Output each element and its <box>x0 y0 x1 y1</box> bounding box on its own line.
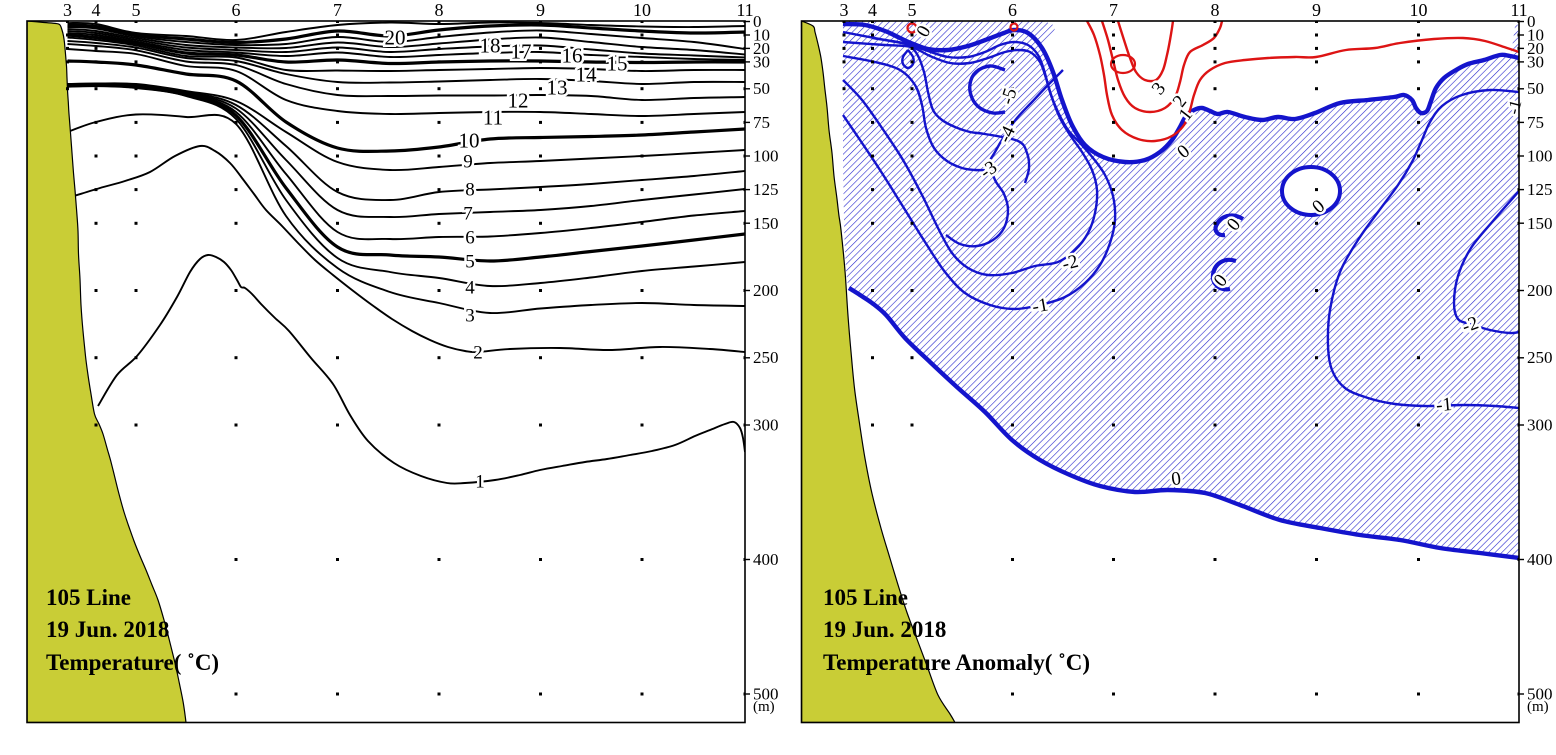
svg-text:30: 30 <box>1527 52 1544 71</box>
svg-text:12: 12 <box>508 88 529 112</box>
svg-text:9: 9 <box>463 152 473 173</box>
svg-text:8: 8 <box>435 0 444 20</box>
svg-text:11: 11 <box>1510 0 1527 20</box>
svg-text:18: 18 <box>480 33 501 57</box>
svg-text:4: 4 <box>465 278 475 299</box>
svg-text:14: 14 <box>576 62 598 86</box>
svg-text:100: 100 <box>1527 147 1553 166</box>
svg-text:75: 75 <box>753 113 770 132</box>
svg-text:105 Line: 105 Line <box>46 585 131 610</box>
svg-text:19 Jun. 2018: 19 Jun. 2018 <box>823 617 946 642</box>
svg-text:300: 300 <box>1527 416 1553 435</box>
svg-text:7: 7 <box>1109 0 1118 20</box>
svg-text:150: 150 <box>753 214 779 233</box>
svg-text:10: 10 <box>459 128 480 152</box>
svg-text:0: 0 <box>753 12 762 31</box>
svg-text:6: 6 <box>1008 0 1017 20</box>
svg-text:125: 125 <box>1527 180 1553 199</box>
svg-text:9: 9 <box>1312 0 1321 20</box>
svg-text:2: 2 <box>473 343 483 364</box>
svg-text:7: 7 <box>463 204 473 225</box>
svg-text:10: 10 <box>753 26 770 45</box>
svg-text:1: 1 <box>475 472 485 493</box>
svg-text:7: 7 <box>333 0 342 20</box>
svg-text:11: 11 <box>483 105 503 129</box>
svg-text:5: 5 <box>465 252 475 273</box>
svg-text:(m): (m) <box>1527 699 1549 715</box>
svg-text:300: 300 <box>753 416 779 435</box>
svg-text:50: 50 <box>753 79 770 98</box>
svg-text:11: 11 <box>736 0 753 20</box>
svg-text:3: 3 <box>63 0 72 20</box>
svg-text:3: 3 <box>465 306 475 327</box>
svg-text:20: 20 <box>385 25 406 49</box>
svg-text:5: 5 <box>908 0 917 20</box>
svg-text:6: 6 <box>232 0 241 20</box>
svg-text:17: 17 <box>511 39 532 63</box>
svg-text:20: 20 <box>753 39 770 58</box>
svg-text:200: 200 <box>753 281 779 300</box>
svg-text:Temperature( ˚C): Temperature( ˚C) <box>46 650 219 675</box>
svg-text:4: 4 <box>92 0 101 20</box>
svg-text:500: 500 <box>753 685 779 704</box>
svg-text:100: 100 <box>753 147 779 166</box>
svg-text:30: 30 <box>753 52 770 71</box>
svg-text:0: 0 <box>1527 12 1536 31</box>
svg-text:75: 75 <box>1527 113 1544 132</box>
svg-text:6: 6 <box>465 228 475 249</box>
svg-text:150: 150 <box>1527 214 1553 233</box>
svg-text:8: 8 <box>1211 0 1220 20</box>
svg-text:4: 4 <box>868 0 877 20</box>
svg-text:105 Line: 105 Line <box>823 585 908 610</box>
svg-text:400: 400 <box>753 550 779 569</box>
svg-text:10: 10 <box>1527 26 1544 45</box>
svg-text:9: 9 <box>536 0 545 20</box>
svg-text:125: 125 <box>753 180 779 199</box>
svg-text:400: 400 <box>1527 550 1553 569</box>
svg-text:19 Jun. 2018: 19 Jun. 2018 <box>46 617 169 642</box>
svg-text:Temperature Anomaly( ˚C): Temperature Anomaly( ˚C) <box>823 650 1090 675</box>
svg-text:15: 15 <box>607 51 628 75</box>
svg-text:5: 5 <box>132 0 141 20</box>
svg-text:16: 16 <box>562 43 583 67</box>
svg-text:8: 8 <box>465 180 475 201</box>
svg-text:13: 13 <box>547 75 568 99</box>
svg-text:3: 3 <box>840 0 849 20</box>
svg-text:20: 20 <box>1527 39 1544 58</box>
svg-text:200: 200 <box>1527 281 1553 300</box>
svg-text:250: 250 <box>1527 348 1553 367</box>
svg-text:10: 10 <box>1410 0 1428 20</box>
svg-text:10: 10 <box>633 0 651 20</box>
svg-text:(m): (m) <box>753 699 775 715</box>
svg-text:-1: -1 <box>1435 394 1453 416</box>
svg-text:250: 250 <box>753 348 779 367</box>
svg-text:50: 50 <box>1527 79 1544 98</box>
svg-text:500: 500 <box>1527 685 1553 704</box>
